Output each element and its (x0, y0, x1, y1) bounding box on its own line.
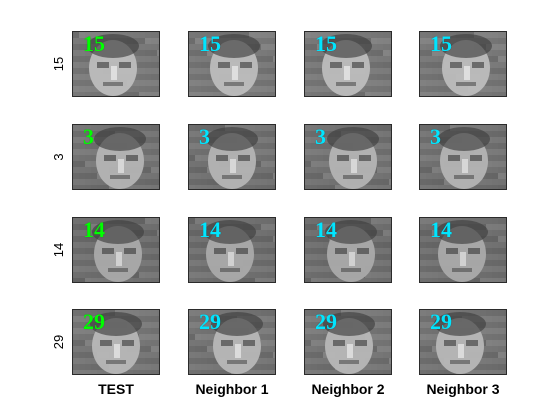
row-label: 29 (51, 334, 66, 350)
tile-class-label: 14 (83, 217, 105, 242)
face-tile: 29 (419, 309, 507, 375)
face-tile: 14 (188, 217, 276, 283)
tile-class-label: 15 (199, 31, 221, 56)
face-tile: 29 (304, 309, 392, 375)
tile-class-label: 3 (315, 124, 326, 149)
tile-class-label: 29 (430, 309, 452, 334)
face-tile: 15 (72, 31, 160, 97)
tile-class-label: 3 (199, 124, 210, 149)
face-tile: 15 (304, 31, 392, 97)
tile-class-label: 14 (315, 217, 337, 242)
face-tile: 3 (72, 124, 160, 190)
tile-class-label: 14 (430, 217, 452, 242)
tile-class-label: 29 (199, 309, 221, 334)
row-label: 3 (51, 153, 66, 161)
column-label: Neighbor 2 (311, 381, 385, 397)
tile-class-label: 3 (430, 124, 441, 149)
face-tile: 3 (419, 124, 507, 190)
tile-class-label: 15 (430, 31, 452, 56)
face-tile: 14 (304, 217, 392, 283)
face-tile: 14 (72, 217, 160, 283)
face-tile: 3 (188, 124, 276, 190)
face-tile: 15 (188, 31, 276, 97)
tile-class-label: 29 (83, 309, 105, 334)
tile-class-label: 29 (315, 309, 337, 334)
face-tile: 3 (304, 124, 392, 190)
face-tile: 29 (188, 309, 276, 375)
face-tile: 14 (419, 217, 507, 283)
row-label: 15 (51, 56, 66, 72)
row-label: 14 (51, 242, 66, 258)
face-tile: 29 (72, 309, 160, 375)
column-label: Neighbor 1 (195, 381, 269, 397)
column-label: TEST (98, 381, 134, 397)
column-label: Neighbor 3 (426, 381, 500, 397)
tile-class-label: 14 (199, 217, 221, 242)
tile-class-label: 3 (83, 124, 94, 149)
face-tile: 15 (419, 31, 507, 97)
tile-class-label: 15 (315, 31, 337, 56)
tile-class-label: 15 (83, 31, 105, 56)
